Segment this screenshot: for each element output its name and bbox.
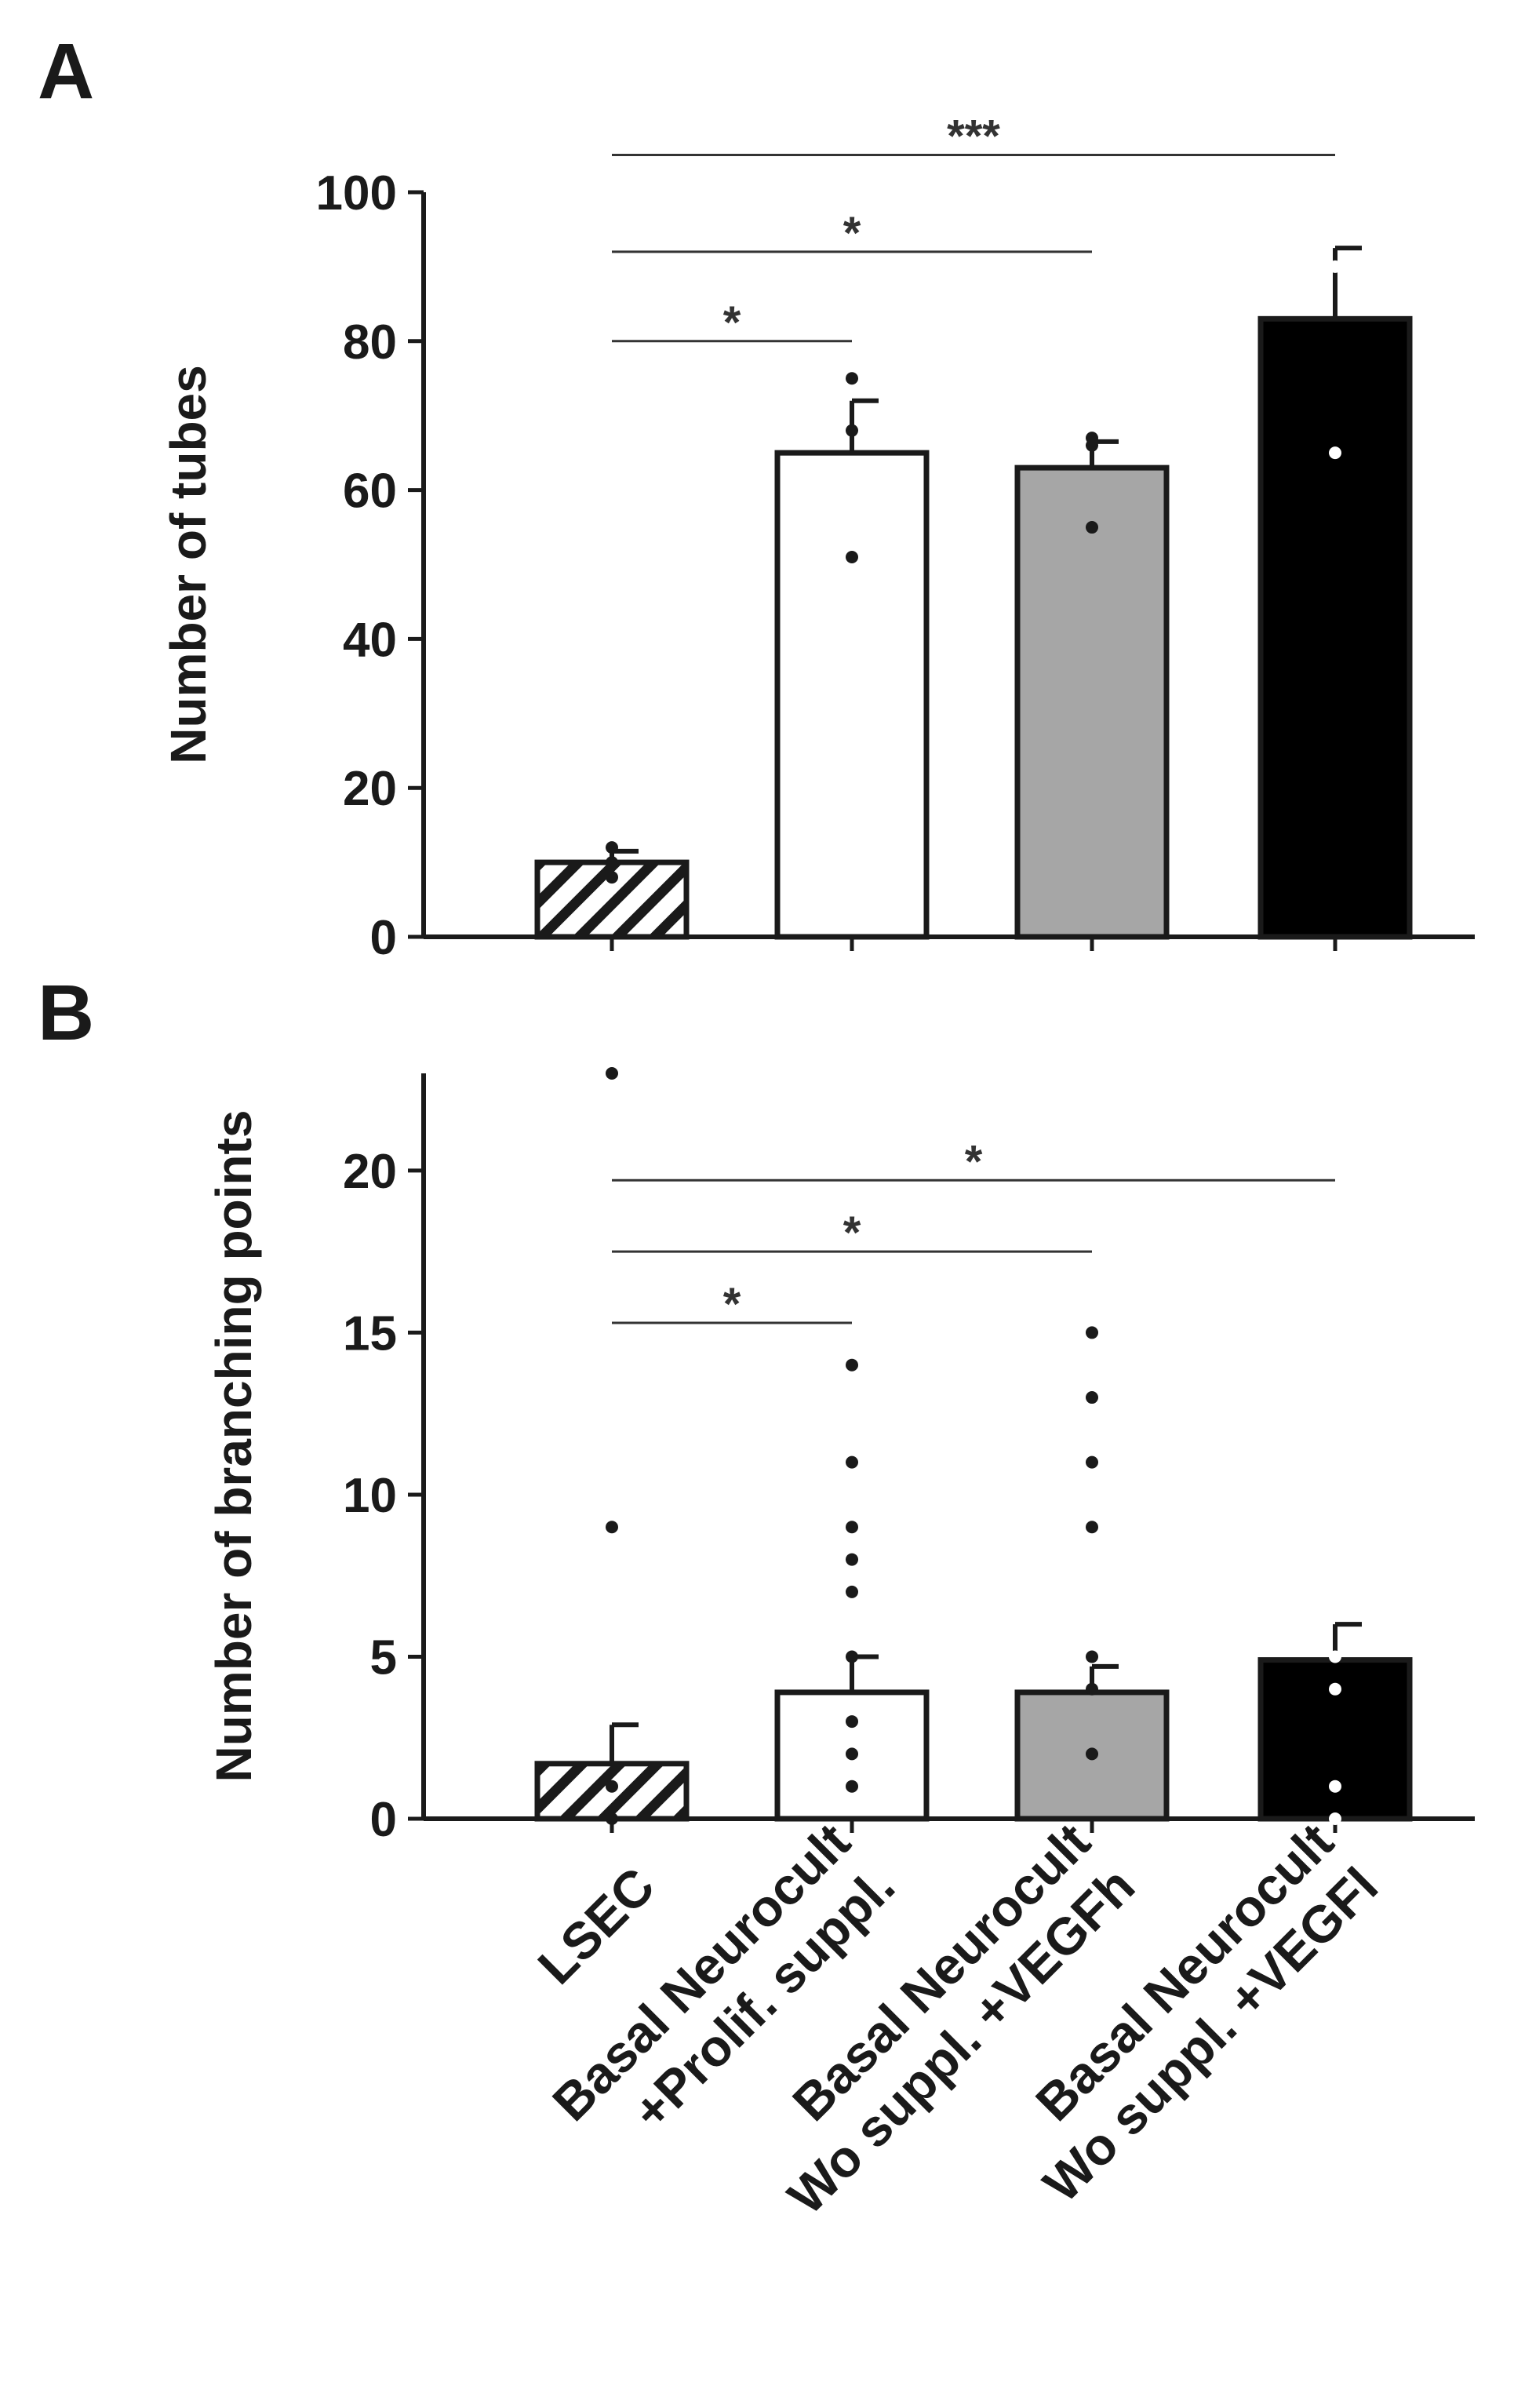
chart-panel-b: 0 5 10 15 20 Number of branching points * * * — [206, 1067, 1475, 1847]
data-point — [1086, 439, 1098, 452]
data-point — [846, 1780, 858, 1793]
y-tick-label: 0 — [370, 1793, 397, 1847]
data-point — [1086, 1682, 1098, 1696]
bar-a-2 — [774, 450, 930, 940]
data-point — [1329, 1682, 1341, 1696]
data-point — [606, 856, 618, 869]
data-point — [1329, 1261, 1341, 1274]
data-point — [1329, 1812, 1341, 1825]
data-point — [846, 1553, 858, 1566]
data-point — [1329, 446, 1341, 460]
significance-label: * — [843, 1208, 861, 1259]
data-point — [1329, 1780, 1341, 1793]
data-point — [1086, 1326, 1098, 1339]
data-point — [846, 1747, 858, 1761]
data-point — [1329, 260, 1341, 273]
data-point — [846, 1585, 858, 1598]
data-point — [606, 1780, 618, 1793]
data-point — [1086, 1747, 1098, 1761]
significance-label: * — [723, 297, 741, 348]
data-point — [606, 871, 618, 884]
y-tick-label: 100 — [316, 166, 397, 220]
y-tick-label: 20 — [343, 762, 397, 816]
category-label: LSEC — [526, 1856, 665, 1995]
y-axis-title: Number of tubes — [160, 365, 217, 763]
bar-a-3 — [1014, 464, 1170, 940]
y-tick-label: 40 — [343, 613, 397, 667]
data-point — [1329, 1650, 1341, 1663]
data-point — [846, 1358, 858, 1372]
data-point — [1086, 1521, 1098, 1534]
data-point — [606, 1812, 618, 1825]
y-tick-label: 15 — [343, 1306, 397, 1361]
bar-a-4 — [1257, 315, 1413, 940]
data-point — [846, 1650, 858, 1663]
bar-a-1 — [534, 859, 690, 940]
data-point — [1329, 1553, 1341, 1566]
significance-label: * — [843, 208, 861, 259]
y-tick-label: 5 — [370, 1630, 397, 1685]
data-point — [846, 551, 858, 564]
data-point — [606, 1521, 618, 1534]
significance-label: *** — [947, 111, 1000, 162]
data-point — [606, 1067, 618, 1080]
data-point — [1329, 215, 1341, 228]
y-tick-label: 10 — [343, 1469, 397, 1523]
data-point — [1086, 1391, 1098, 1404]
data-point — [1086, 1650, 1098, 1663]
data-point — [1086, 521, 1098, 534]
data-point — [1329, 1391, 1341, 1404]
panel-a-letter: A — [38, 27, 94, 115]
data-point — [846, 1715, 858, 1729]
data-point — [846, 424, 858, 437]
significance-label: * — [965, 1136, 983, 1187]
data-point — [1329, 1358, 1341, 1372]
y-tick-label: 80 — [343, 315, 397, 370]
y-axis-title: Number of branching points — [206, 1110, 262, 1783]
y-tick-label: 0 — [370, 911, 397, 965]
data-point — [1086, 1455, 1098, 1469]
significance-label: * — [723, 1279, 741, 1330]
data-point — [846, 1521, 858, 1534]
data-point — [846, 1455, 858, 1469]
data-point — [606, 841, 618, 854]
data-point — [846, 372, 858, 385]
panel-b-letter: B — [38, 969, 94, 1057]
y-tick-label: 60 — [343, 464, 397, 519]
data-point — [1329, 1423, 1341, 1437]
y-tick-label: 20 — [343, 1145, 397, 1199]
data-point — [1329, 1585, 1341, 1598]
